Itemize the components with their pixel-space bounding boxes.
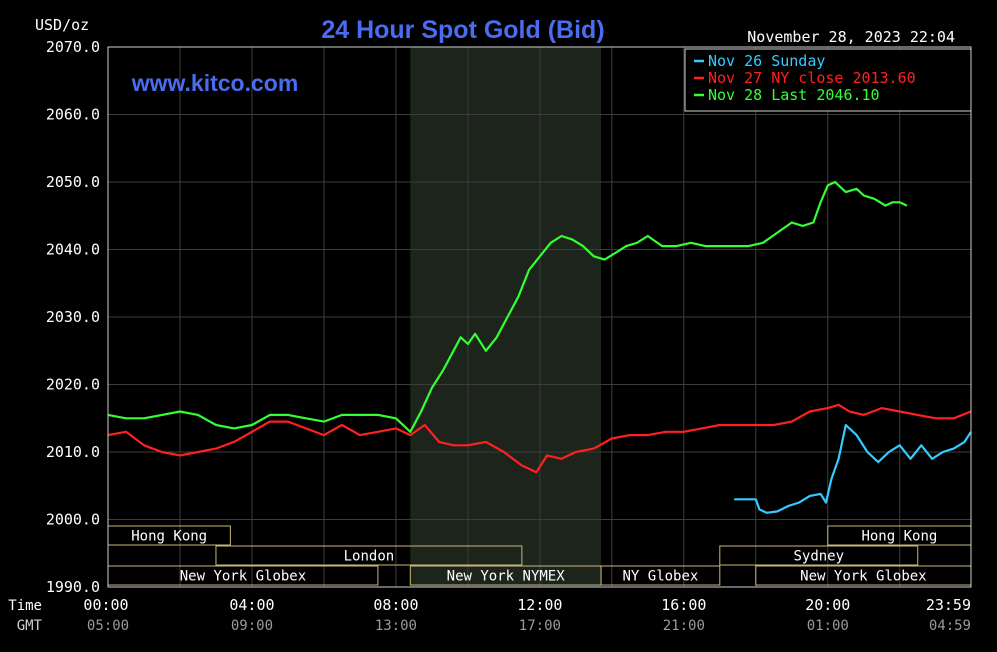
y-tick-label: 2020.0 [46, 376, 100, 394]
y-axis-ticks: 2070.0 2060.0 2050.0 2040.0 2030.0 2020.0 2010… [46, 38, 100, 596]
legend-entry: Nov 26 Sunday [708, 52, 825, 70]
ny-time-tick-label: 12:00 [517, 596, 562, 614]
y-tick-label: 2060.0 [46, 106, 100, 124]
ny-time-tick-label: 00:00 [83, 596, 128, 614]
kitco-watermark: www.kitco.com [131, 70, 299, 96]
market-session-label: New York Globex [800, 569, 926, 585]
gmt-tick-label: 05:00 [87, 618, 129, 634]
plot-frame [107, 46, 972, 588]
market-session-label: Hong Kong [861, 529, 937, 545]
ny-time-tick-label: 16:00 [661, 596, 706, 614]
market-session-label: New York NYMEX [447, 569, 566, 585]
market-session-label: New York Globex [180, 569, 306, 585]
y-axis-unit-label: USD/oz [35, 16, 89, 34]
y-tick-label: 2040.0 [46, 241, 100, 259]
grid-lines [108, 46, 971, 588]
market-session-box [215, 545, 523, 566]
gmt-tick-label: 04:59 [929, 618, 971, 634]
gmt-tick-label: 09:00 [231, 618, 273, 634]
y-tick-label: 2070.0 [46, 38, 100, 56]
y-tick-label: 2000.0 [46, 511, 100, 529]
ny-time-tick-label: 20:00 [805, 596, 850, 614]
market-session-box [719, 545, 919, 566]
price-series-line [107, 180, 908, 433]
x-axis-ticks: 00:00 04:00 08:00 12:00 16:00 20:00 23:59 05:00… [83, 596, 971, 634]
ny-time-tick-label: 04:00 [229, 596, 274, 614]
chart-title: 24 Hour Spot Gold (Bid) [321, 16, 604, 44]
y-tick-label: 2050.0 [46, 173, 100, 191]
gmt-label: GMT [17, 618, 43, 634]
legend-entry: Nov 28 Last 2046.10 [708, 86, 880, 104]
market-session-label: London [344, 549, 395, 565]
ny-time-tick-label: 08:00 [373, 596, 418, 614]
y-tick-label: 1990.0 [46, 578, 100, 596]
price-lines [107, 180, 972, 514]
y-tick-label: 2030.0 [46, 308, 100, 326]
gmt-tick-label: 13:00 [375, 618, 417, 634]
price-series-line [107, 403, 972, 474]
y-tick-label: 2010.0 [46, 443, 100, 461]
gmt-tick-label: 17:00 [519, 618, 561, 634]
gmt-tick-label: 21:00 [663, 618, 705, 634]
gmt-tick-label: 01:00 [807, 618, 849, 634]
ny-time-tick-label: 23:59 [926, 596, 971, 614]
chart-timestamp: November 28, 2023 22:04 [747, 28, 955, 46]
market-sessions: Hong Kong Hong Kong London Sydney New York G… [107, 525, 972, 586]
market-session-label: Sydney [793, 549, 844, 565]
ny-time-label: NY Time [0, 598, 42, 614]
legend-box [684, 48, 972, 112]
legend-entry: Nov 27 NY close 2013.60 [708, 69, 916, 87]
price-series-line [734, 423, 972, 514]
market-session-label: Hong Kong [131, 529, 207, 545]
market-session-box [600, 565, 721, 586]
market-session-label: NY Globex [622, 569, 698, 585]
